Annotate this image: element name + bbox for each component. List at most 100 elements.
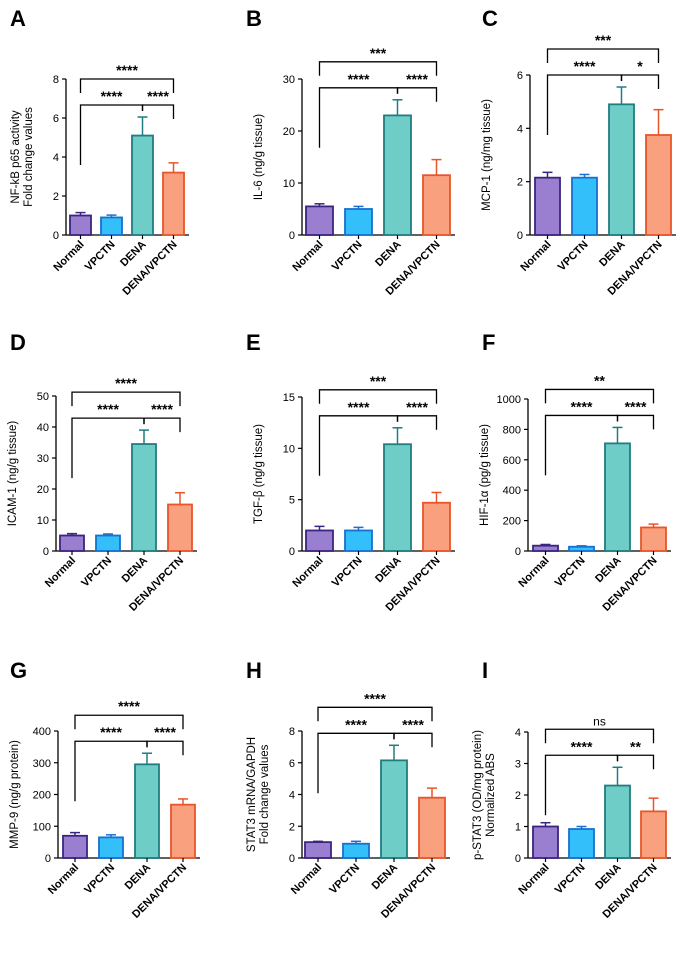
y-axis-label-h: Fold change values [259, 744, 271, 844]
x-tick-label-vpctn-e: VPCTN [330, 555, 365, 590]
y-tick-label-h: 4 [289, 790, 295, 802]
significance-label-d: **** [151, 401, 173, 417]
significance-label-h: **** [402, 716, 424, 732]
y-axis-label-f: HIF-1α (pg/g tissue) [479, 424, 491, 526]
y-tick-label-i: 0 [515, 853, 521, 865]
bar-vpctn-f [568, 545, 595, 552]
significance-label-f: **** [625, 398, 647, 414]
x-tick-label-dena-b: DENA [373, 239, 404, 270]
bar-dena-f [604, 442, 631, 552]
y-tick-label-c: 6 [517, 70, 523, 82]
y-tick-label-e: 10 [283, 443, 295, 455]
y-axis-label-c: MCP-1 (ng/mg tissue) [481, 99, 493, 211]
x-tick-label-normal-i: Normal [516, 862, 551, 897]
significance-label-d: **** [115, 375, 137, 391]
bar-vpctn-i [568, 828, 595, 859]
significance-label-f: ** [594, 372, 605, 388]
bar-dena-i [604, 784, 631, 859]
bar-vpctn-c [571, 176, 598, 236]
y-axis-label-d: ICAM-1 (ng/g tissue) [7, 421, 19, 527]
significance-label-h: **** [345, 716, 367, 732]
y-tick-label-a: 0 [53, 230, 59, 242]
bar-dena-b [383, 114, 412, 236]
significance-label-b: **** [348, 71, 370, 87]
panel-letter-g: G [10, 658, 27, 683]
bar-normal-g [62, 834, 88, 859]
significance-label-i: ** [630, 738, 641, 754]
y-tick-label-f: 0 [515, 546, 521, 558]
significance-label-h: **** [364, 690, 386, 706]
y-tick-label-d: 0 [43, 546, 49, 558]
bar-dena-vpctn-b [422, 174, 451, 236]
y-tick-label-c: 2 [517, 177, 523, 189]
y-tick-label-d: 20 [37, 484, 49, 496]
x-tick-label-vpctn-h: VPCTN [327, 862, 362, 897]
x-tick-label-normal-b: Normal [290, 239, 325, 274]
y-tick-label-g: 0 [45, 853, 51, 865]
bar-dena-g [134, 763, 160, 859]
bar-normal-b [305, 205, 334, 236]
significance-label-c: **** [574, 58, 596, 74]
y-tick-label-d: 50 [37, 391, 49, 403]
y-tick-label-d: 10 [37, 515, 49, 527]
panel-letter-i: I [482, 658, 488, 683]
bar-vpctn-g [98, 836, 124, 859]
y-tick-label-f: 600 [503, 455, 521, 467]
bar-dena-e [383, 443, 412, 552]
significance-bracket-i [616, 754, 655, 770]
panel-letter-f: F [482, 330, 495, 355]
panel-letter-b: B [246, 6, 262, 31]
significance-label-a: **** [147, 88, 169, 104]
significance-bracket-a [79, 78, 175, 94]
x-tick-label-dena-c: DENA [597, 239, 628, 270]
panel-letter-c: C [482, 6, 498, 31]
x-tick-label-dena-g: DENA [123, 862, 154, 893]
significance-label-d: **** [97, 401, 119, 417]
y-tick-label-a: 8 [53, 74, 59, 86]
bar-normal-e [305, 529, 334, 552]
significance-label-a: **** [116, 62, 138, 78]
y-tick-label-i: 1 [515, 822, 521, 834]
y-tick-label-g: 200 [33, 790, 51, 802]
y-tick-label-f: 200 [503, 516, 521, 528]
x-tick-label-vpctn-c: VPCTN [556, 239, 591, 274]
y-tick-label-a: 2 [53, 191, 59, 203]
y-tick-label-b: 30 [283, 74, 295, 86]
panel-h: H STAT3 mRNA/GAPDH Fold change values 0 2 4 6 8… [246, 658, 450, 921]
significance-label-f: **** [571, 398, 593, 414]
y-tick-label-b: 0 [289, 230, 295, 242]
bar-dena-vpctn-g [170, 803, 196, 859]
y-tick-label-b: 10 [283, 178, 295, 190]
bar-vpctn-e [344, 529, 373, 552]
panel-f: F HIF-1α (pg/g tissue) 0 200 400 600 800 1000 No… [479, 330, 671, 614]
significance-label-g: **** [100, 724, 122, 740]
y-tick-label-d: 40 [37, 422, 49, 434]
y-axis-label-h: STAT3 mRNA/GAPDH [246, 737, 258, 852]
panel-letter-d: D [10, 330, 26, 355]
y-tick-label-h: 2 [289, 821, 295, 833]
y-tick-label-i: 4 [515, 727, 521, 739]
y-tick-label-g: 400 [33, 726, 51, 738]
y-tick-label-f: 800 [503, 424, 521, 436]
x-tick-label-normal-a: Normal [51, 239, 86, 274]
bar-dena-vpctn-a [162, 171, 185, 236]
significance-label-i: ns [593, 714, 606, 728]
y-axis-label-a: NF-kB p65 activity [10, 110, 22, 204]
significance-bracket-b [318, 61, 438, 76]
bar-dena-h [380, 759, 408, 859]
y-tick-label-d: 30 [37, 453, 49, 465]
y-tick-label-f: 400 [503, 485, 521, 497]
y-tick-label-a: 4 [53, 152, 59, 164]
bar-normal-f [532, 544, 559, 552]
significance-bracket-b [396, 87, 438, 102]
significance-label-b: **** [406, 71, 428, 87]
bar-vpctn-d [95, 534, 121, 552]
significance-label-b: *** [370, 45, 387, 61]
bar-normal-d [59, 534, 85, 552]
panel-i: Ip-STAT3 (OD/mg protein) Normalized ABS 0 1… [472, 658, 671, 921]
x-tick-label-vpctn-i: VPCTN [553, 862, 588, 897]
bar-vpctn-a [100, 216, 123, 236]
y-axis-label-g: MMP-9 (ng/g protein) [9, 740, 21, 849]
significance-bracket-f [544, 388, 655, 404]
bar-dena-c [608, 103, 635, 236]
